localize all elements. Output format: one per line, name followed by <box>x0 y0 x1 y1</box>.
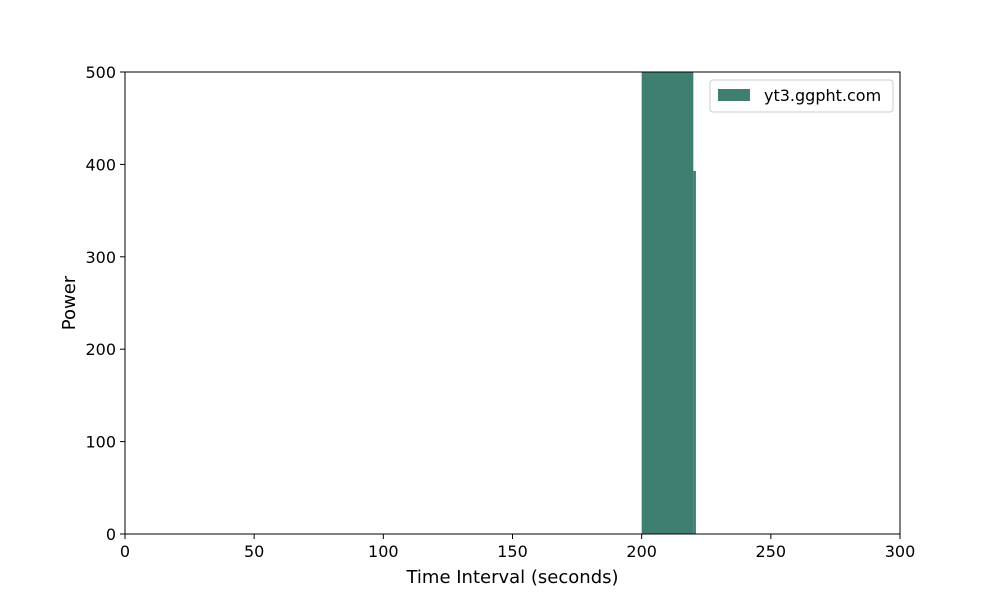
y-tick-label: 400 <box>85 155 116 174</box>
y-tick-label: 300 <box>85 248 116 267</box>
x-tick-label: 150 <box>497 542 528 561</box>
y-tick-label: 0 <box>106 525 116 544</box>
legend-swatch <box>718 89 750 101</box>
legend-box <box>709 79 894 113</box>
x-tick-label: 0 <box>120 542 130 561</box>
bar-0-1 <box>693 170 696 535</box>
x-tick-label: 300 <box>885 542 916 561</box>
legend: yt3.ggpht.com <box>709 79 894 113</box>
x-tick-label: 50 <box>244 542 264 561</box>
x-tick-label: 250 <box>756 542 787 561</box>
x-tick-label: 100 <box>368 542 399 561</box>
bars <box>641 72 696 535</box>
y-tick-label: 100 <box>85 433 116 452</box>
y-axis-label: Power <box>59 275 80 330</box>
y-axis-ticks: 0 100 200 300 400 500 <box>85 63 125 544</box>
x-axis-ticks: 0 50 100 150 200 250 300 <box>120 534 915 561</box>
x-tick-label: 200 <box>626 542 657 561</box>
axes-frame <box>124 71 901 535</box>
legend-label: yt3.ggpht.com <box>764 86 881 105</box>
y-tick-label: 500 <box>85 63 116 82</box>
y-tick-label: 200 <box>85 340 116 359</box>
bar-0-0 <box>641 72 694 534</box>
x-axis-label: Time Interval (seconds) <box>405 567 618 588</box>
